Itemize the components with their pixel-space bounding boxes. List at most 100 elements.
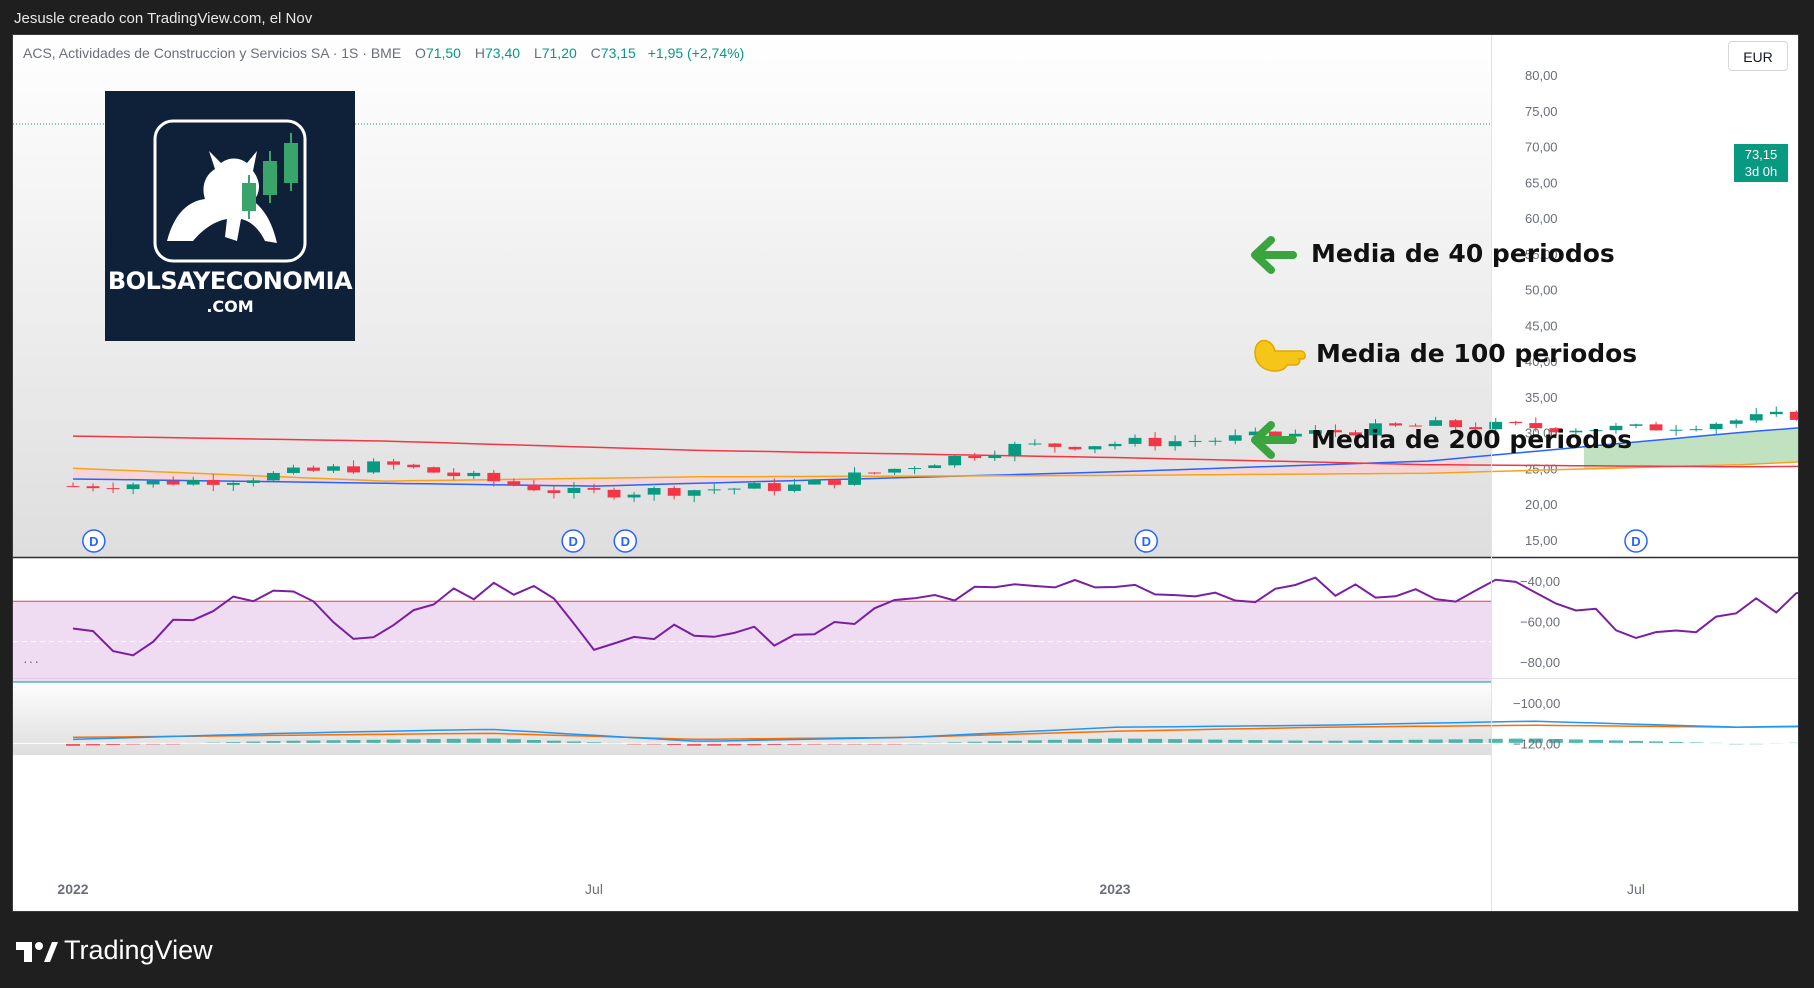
tradingview-footer-logo[interactable]: TradingView bbox=[14, 935, 213, 966]
macd-histogram-bar bbox=[1128, 738, 1143, 744]
candle-up bbox=[1589, 430, 1603, 432]
chart-frame[interactable]: 80,00 75,00 70,00 65,00 60,00 55,00 50,00 45,00… bbox=[12, 34, 1799, 912]
macd-histogram-bar bbox=[667, 743, 682, 746]
candle-down bbox=[667, 488, 681, 496]
candle-down bbox=[66, 486, 80, 488]
ma-band-fill-green bbox=[1583, 427, 1798, 469]
macd-histogram-bar bbox=[707, 743, 722, 746]
candle-up bbox=[1609, 425, 1623, 431]
candle-up bbox=[888, 468, 901, 473]
macd-histogram-bar bbox=[1067, 739, 1082, 744]
dividend-marker bbox=[613, 529, 638, 553]
ma200-line bbox=[72, 435, 1798, 468]
candle-down bbox=[1068, 446, 1082, 450]
candle-up bbox=[687, 490, 701, 496]
candle-up bbox=[1369, 423, 1382, 436]
macd-histogram-bar bbox=[1428, 739, 1443, 744]
dividend-marker bbox=[82, 529, 106, 553]
candle-down bbox=[868, 472, 881, 474]
candle-down bbox=[447, 472, 461, 477]
macd-histogram-bar bbox=[1568, 739, 1583, 744]
macd-histogram-bar bbox=[1208, 739, 1223, 744]
last-price-tag: 73,15 3d 0h bbox=[1734, 144, 1788, 182]
macd-histogram-bar bbox=[1588, 739, 1603, 744]
price-axis-tick-label: 70,00 bbox=[1525, 140, 1558, 155]
macd-histogram-bar bbox=[546, 740, 561, 744]
candle-up bbox=[1248, 431, 1262, 436]
indicator-menu-icon[interactable]: ··· bbox=[23, 653, 40, 669]
candle-down bbox=[1349, 432, 1362, 436]
macd-histogram-bar bbox=[106, 743, 121, 745]
symbol-legend[interactable]: ACS, Actividades de Construccion y Servi… bbox=[23, 45, 744, 61]
candle-up bbox=[928, 465, 942, 469]
candle-up bbox=[848, 472, 861, 485]
candle-down bbox=[1449, 420, 1463, 428]
dividend-marker-label: D bbox=[1142, 534, 1151, 549]
price-axis-tick-label: 75,00 bbox=[1525, 104, 1558, 119]
price-axis-tick-label: 45,00 bbox=[1525, 318, 1558, 333]
price-axis-tick-label: 65,00 bbox=[1525, 175, 1558, 190]
macd-histogram-bar bbox=[1168, 739, 1183, 744]
candle-down bbox=[1529, 423, 1543, 429]
macd-histogram-bar bbox=[1649, 741, 1664, 744]
macd-histogram-bar bbox=[1027, 740, 1042, 744]
candle-down bbox=[206, 479, 220, 485]
brand-logo: BOLSAYECONOMIA .COM bbox=[105, 91, 355, 341]
candle-up bbox=[627, 494, 641, 498]
macd-histogram-bar bbox=[346, 740, 361, 744]
candle-up bbox=[1749, 414, 1763, 421]
candle-up bbox=[808, 480, 821, 485]
open-label: O bbox=[415, 45, 426, 61]
rsi-line bbox=[72, 576, 1798, 657]
candle-up bbox=[707, 489, 721, 491]
macd-histogram-bar bbox=[807, 743, 822, 745]
price-chart-svg[interactable]: 80,00 75,00 70,00 65,00 60,00 55,00 50,00 45,00… bbox=[13, 35, 1799, 912]
candle-down bbox=[1048, 443, 1062, 447]
macd-histogram-bar bbox=[1188, 739, 1203, 744]
ma-band-fill-red bbox=[73, 457, 1470, 487]
low-value: 71,20 bbox=[541, 45, 577, 61]
rsi-axis-tick-label: −60,00 bbox=[1520, 614, 1560, 629]
candle-down bbox=[828, 480, 841, 485]
macd-histogram-bar bbox=[1328, 740, 1343, 744]
candle-down bbox=[487, 472, 501, 482]
candle-up bbox=[1128, 437, 1142, 444]
candle-up bbox=[126, 484, 140, 490]
macd-histogram-bar bbox=[1689, 742, 1704, 744]
dividend-marker bbox=[1134, 529, 1159, 553]
macd-histogram-bar bbox=[1608, 740, 1623, 744]
macd-histogram-bar bbox=[86, 743, 101, 746]
price-axis-tick-label: 20,00 bbox=[1525, 497, 1558, 512]
high-value: 73,40 bbox=[485, 45, 521, 61]
candle-up bbox=[246, 480, 260, 483]
candle-down bbox=[387, 461, 401, 465]
macd-histogram-bar bbox=[1248, 740, 1263, 744]
macd-histogram-bar bbox=[1148, 738, 1163, 744]
candle-down bbox=[1329, 430, 1342, 433]
candle-up bbox=[727, 488, 741, 490]
macd-histogram-bar bbox=[386, 739, 401, 744]
macd-histogram-bar bbox=[1408, 739, 1423, 744]
currency-button[interactable]: EUR bbox=[1728, 41, 1788, 71]
candle-up bbox=[1569, 430, 1583, 433]
candle-down bbox=[767, 483, 781, 491]
candle-up bbox=[1489, 421, 1503, 430]
time-axis-tick-label: 2023 bbox=[1099, 881, 1130, 897]
macd-histogram-bar bbox=[727, 743, 742, 746]
candle-up bbox=[1108, 443, 1122, 447]
dividend-marker-label: D bbox=[621, 534, 630, 549]
macd-histogram-bar bbox=[266, 741, 281, 744]
candle-up bbox=[327, 466, 340, 471]
candle-down bbox=[547, 490, 561, 493]
close-label: C bbox=[590, 45, 601, 61]
macd-histogram-bar bbox=[987, 741, 1002, 744]
macd-histogram-bar bbox=[787, 743, 802, 745]
macd-histogram-bar bbox=[1228, 739, 1243, 744]
candle-up bbox=[647, 488, 661, 495]
time-axis-tick-label: 2022 bbox=[57, 881, 88, 897]
candle-up bbox=[747, 483, 761, 489]
ma100-line bbox=[72, 461, 1798, 482]
candle-up bbox=[1028, 443, 1042, 445]
candle-up bbox=[1429, 420, 1443, 426]
candle-up bbox=[1168, 441, 1182, 447]
